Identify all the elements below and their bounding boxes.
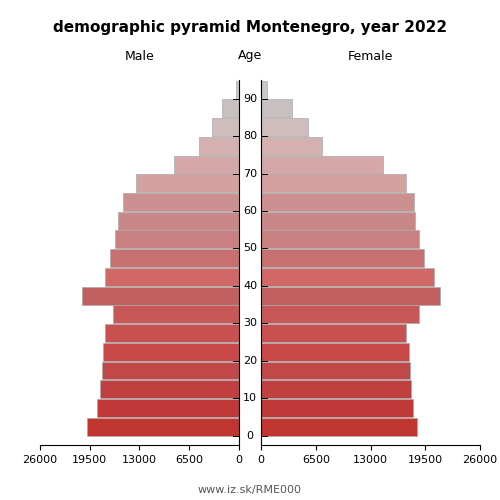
- Bar: [261, 137, 322, 155]
- Bar: [261, 343, 410, 361]
- Bar: [88, 418, 239, 436]
- Bar: [102, 343, 239, 361]
- Bar: [110, 249, 239, 267]
- Text: www.iz.sk/RME000: www.iz.sk/RME000: [198, 485, 302, 495]
- Bar: [100, 380, 239, 398]
- Bar: [261, 362, 410, 380]
- Bar: [261, 306, 418, 324]
- Bar: [261, 100, 292, 117]
- Bar: [261, 380, 411, 398]
- Bar: [82, 286, 239, 304]
- Bar: [136, 174, 239, 192]
- Text: 50: 50: [243, 244, 257, 254]
- Bar: [261, 399, 412, 417]
- Bar: [261, 174, 406, 192]
- Bar: [261, 118, 308, 136]
- Text: 70: 70: [243, 168, 257, 178]
- Bar: [115, 230, 239, 248]
- Text: 90: 90: [243, 94, 257, 104]
- Bar: [261, 268, 434, 286]
- Text: Age: Age: [238, 50, 262, 62]
- Bar: [236, 80, 239, 98]
- Text: demographic pyramid Montenegro, year 2022: demographic pyramid Montenegro, year 202…: [53, 20, 447, 35]
- Bar: [261, 249, 424, 267]
- Bar: [98, 399, 239, 417]
- Text: 20: 20: [243, 356, 257, 366]
- Text: Male: Male: [124, 50, 154, 62]
- Bar: [261, 286, 440, 304]
- Bar: [261, 80, 267, 98]
- Bar: [102, 362, 239, 380]
- Bar: [261, 193, 414, 211]
- Text: 10: 10: [243, 393, 257, 403]
- Bar: [112, 306, 239, 324]
- Bar: [261, 212, 415, 230]
- Bar: [261, 418, 417, 436]
- Bar: [222, 100, 239, 117]
- Bar: [212, 118, 239, 136]
- Bar: [105, 268, 239, 286]
- Text: Female: Female: [348, 50, 394, 62]
- Text: 80: 80: [243, 131, 257, 141]
- Text: 60: 60: [243, 206, 257, 216]
- Bar: [118, 212, 239, 230]
- Text: 40: 40: [243, 281, 257, 291]
- Bar: [199, 137, 239, 155]
- Text: 30: 30: [243, 318, 257, 328]
- Bar: [105, 324, 239, 342]
- Text: 0: 0: [246, 430, 254, 440]
- Bar: [261, 324, 406, 342]
- Bar: [261, 156, 383, 174]
- Bar: [174, 156, 239, 174]
- Bar: [122, 193, 239, 211]
- Bar: [261, 230, 418, 248]
